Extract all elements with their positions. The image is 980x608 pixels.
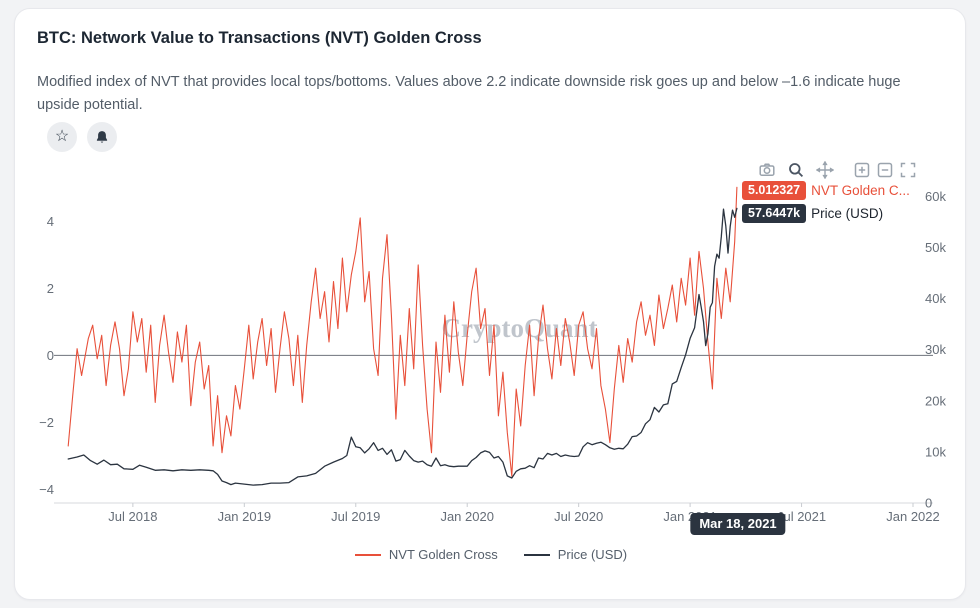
svg-text:0: 0 xyxy=(47,348,54,363)
svg-text:2: 2 xyxy=(47,281,54,296)
hover-value-badge-price: 57.6447k xyxy=(742,203,807,223)
zoom-out-icon[interactable] xyxy=(876,161,894,179)
hover-row-nvt: 5.012327 NVT Golden C... xyxy=(742,180,910,200)
svg-text:Jan 2019: Jan 2019 xyxy=(218,509,272,524)
alert-button[interactable] xyxy=(87,122,117,152)
chart-description: Modified index of NVT that provides loca… xyxy=(37,74,901,113)
svg-text:30k: 30k xyxy=(925,342,946,357)
price-line-sample xyxy=(523,553,550,556)
zoom-icon[interactable] xyxy=(787,161,805,179)
zoom-in-icon[interactable] xyxy=(853,161,871,179)
legend-label-nvt: NVT Golden Cross xyxy=(388,547,498,562)
svg-text:Jul 2018: Jul 2018 xyxy=(108,509,157,524)
svg-text:Jul 2019: Jul 2019 xyxy=(331,509,380,524)
page-title: BTC: Network Value to Transactions (NVT)… xyxy=(37,29,482,47)
reset-axes-icon[interactable] xyxy=(899,161,917,179)
hover-date-badge: Mar 18, 2021 xyxy=(690,513,786,535)
svg-text:−2: −2 xyxy=(39,415,54,430)
hover-series-name-nvt: NVT Golden C... xyxy=(811,182,910,198)
svg-text:Jan 2020: Jan 2020 xyxy=(440,509,494,524)
svg-text:40k: 40k xyxy=(925,291,946,306)
nvt-line-sample xyxy=(354,553,381,556)
favorite-button[interactable]: ☆ xyxy=(47,122,77,152)
chart-legend: NVT Golden Cross Price (USD) xyxy=(15,547,965,562)
legend-item-nvt[interactable]: NVT Golden Cross xyxy=(354,547,498,562)
hover-row-price: 57.6447k Price (USD) xyxy=(742,203,910,223)
svg-text:20k: 20k xyxy=(925,393,946,408)
svg-text:0: 0 xyxy=(925,496,932,511)
svg-text:Jan 2022: Jan 2022 xyxy=(886,509,940,524)
pan-icon[interactable] xyxy=(815,160,835,180)
svg-text:Jul 2020: Jul 2020 xyxy=(554,509,603,524)
chart-actions: ☆ xyxy=(47,122,117,152)
legend-label-price: Price (USD) xyxy=(557,547,628,562)
svg-text:60k: 60k xyxy=(925,189,946,204)
svg-text:−4: −4 xyxy=(39,482,54,497)
chart-card: BTC: Network Value to Transactions (NVT)… xyxy=(14,8,966,600)
chart-toolbar xyxy=(747,160,917,180)
legend-item-price[interactable]: Price (USD) xyxy=(523,547,628,562)
svg-text:50k: 50k xyxy=(925,240,946,255)
svg-text:CryptoQuant: CryptoQuant xyxy=(441,313,597,343)
svg-text:10k: 10k xyxy=(925,444,946,459)
camera-icon[interactable] xyxy=(758,161,776,179)
hover-value-badge-nvt: 5.012327 xyxy=(742,180,807,200)
chart-canvas[interactable]: 4 2 0 −2 −4 60k 50k 40k 30k 20k 10k 0 Jul 2018 Jan 20… xyxy=(21,151,951,551)
hover-series-name-price: Price (USD) xyxy=(811,205,884,221)
hover-labels: 5.012327 NVT Golden C... 57.6447k Price … xyxy=(742,180,910,226)
star-icon: ☆ xyxy=(54,128,70,145)
svg-text:4: 4 xyxy=(47,214,54,229)
svg-text:Jul 2021: Jul 2021 xyxy=(777,509,826,524)
bell-icon xyxy=(96,131,108,143)
